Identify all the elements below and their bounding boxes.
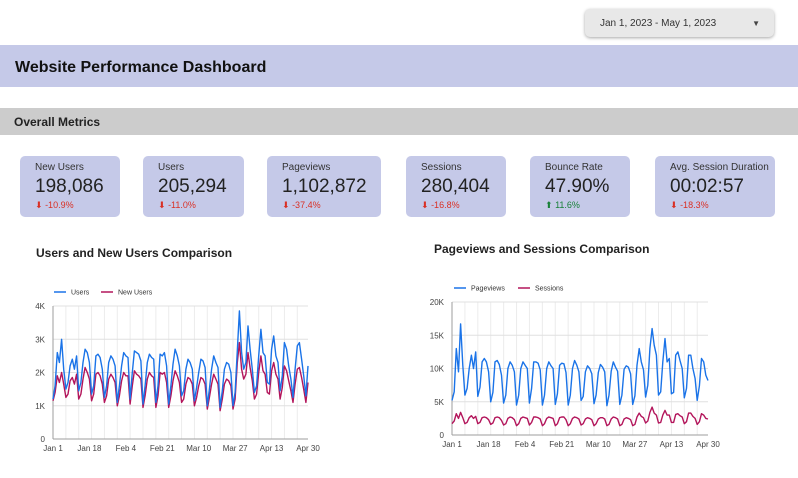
x-tick-label: Feb 21 [150,444,175,453]
x-tick-label: Jan 18 [77,444,102,453]
chart-title-users: Users and New Users Comparison [36,246,233,260]
scorecard-new-users[interactable]: New Users 198,086 ⬇ -10.9% [20,156,120,217]
scorecard-value: 198,086 [35,176,104,197]
scorecard-label: Bounce Rate [545,162,603,173]
scorecard-pageviews[interactable]: Pageviews 1,102,872 ⬇ -37.4% [267,156,381,217]
x-tick-label: Mar 10 [186,444,211,453]
scorecard-label: Avg. Session Duration [670,162,769,173]
arrow-down-icon: ⬇ [421,200,429,210]
x-tick-label: Apr 30 [696,440,720,449]
scorecard-value: 280,404 [421,176,490,197]
section-title: Overall Metrics [14,115,101,129]
chart-title-pageviews: Pageviews and Sessions Comparison [434,242,650,256]
scorecard-label: Sessions [421,162,462,173]
date-range-picker[interactable]: Jan 1, 2023 - May 1, 2023 ▼ [585,9,774,37]
scorecard-bounce-rate[interactable]: Bounce Rate 47.90% ⬆ 11.6% [530,156,630,217]
scorecard-value: 1,102,872 [282,176,367,197]
y-tick-label: 3K [35,335,45,344]
arrow-down-icon: ⬇ [670,200,678,210]
series-line-pageviews [451,323,709,407]
scorecard-sessions[interactable]: Sessions 280,404 ⬇ -16.8% [406,156,506,217]
section-banner [0,108,798,135]
arrow-up-icon: ⬆ [545,200,553,210]
y-tick-label: 15K [430,331,445,340]
y-tick-label: 1K [35,402,45,411]
x-tick-label: Feb 21 [549,440,574,449]
y-tick-label: 2K [35,369,45,378]
x-tick-label: Mar 27 [622,440,647,449]
x-tick-label: Jan 18 [477,440,502,449]
scorecard-users[interactable]: Users 205,294 ⬇ -11.0% [143,156,244,217]
x-tick-label: Mar 10 [586,440,611,449]
scorecard-value: 47.90% [545,176,610,197]
scorecard-change: ⬇ -16.8% [421,200,460,210]
date-range-label: Jan 1, 2023 - May 1, 2023 [600,17,717,29]
scorecard-label: Pageviews [282,162,331,173]
scorecard-change: ⬇ -37.4% [282,200,321,210]
legend-label: Users [71,290,90,297]
scorecard-value: 00:02:57 [670,176,744,197]
y-tick-label: 0 [41,435,46,444]
series-line-new-users [52,341,309,412]
x-tick-label: Apr 13 [260,444,284,453]
title-banner [0,45,798,87]
x-tick-label: Feb 4 [116,444,137,453]
x-tick-label: Apr 30 [296,444,320,453]
x-tick-label: Apr 13 [660,440,684,449]
legend-label: Pageviews [471,286,505,293]
arrow-down-icon: ⬇ [282,200,290,210]
scorecard-label: Users [158,162,185,173]
scorecard-label: New Users [35,162,84,173]
y-tick-label: 10K [430,365,445,374]
scorecard-value: 205,294 [158,176,227,197]
caret-down-icon: ▼ [752,18,760,28]
y-tick-label: 4K [35,302,45,311]
arrow-down-icon: ⬇ [158,200,166,210]
scorecard-change: ⬆ 11.6% [545,200,580,210]
legend-label: Sessions [535,286,564,293]
y-tick-label: 0 [440,431,445,440]
y-tick-label: 5K [434,398,444,407]
series-line-users [52,310,309,409]
x-tick-label: Feb 4 [515,440,536,449]
x-tick-label: Jan 1 [442,440,462,449]
x-tick-label: Mar 27 [223,444,248,453]
page-title: Website Performance Dashboard [15,59,267,76]
x-tick-label: Jan 1 [43,444,63,453]
series-line-sessions [451,406,709,427]
scorecard-avg-session-duration[interactable]: Avg. Session Duration 00:02:57 ⬇ -18.3% [655,156,775,217]
legend-label: New Users [118,290,153,297]
arrow-down-icon: ⬇ [35,200,43,210]
scorecard-change: ⬇ -18.3% [670,200,709,210]
y-tick-label: 20K [430,298,445,307]
scorecard-change: ⬇ -10.9% [35,200,74,210]
scorecard-change: ⬇ -11.0% [158,200,196,210]
